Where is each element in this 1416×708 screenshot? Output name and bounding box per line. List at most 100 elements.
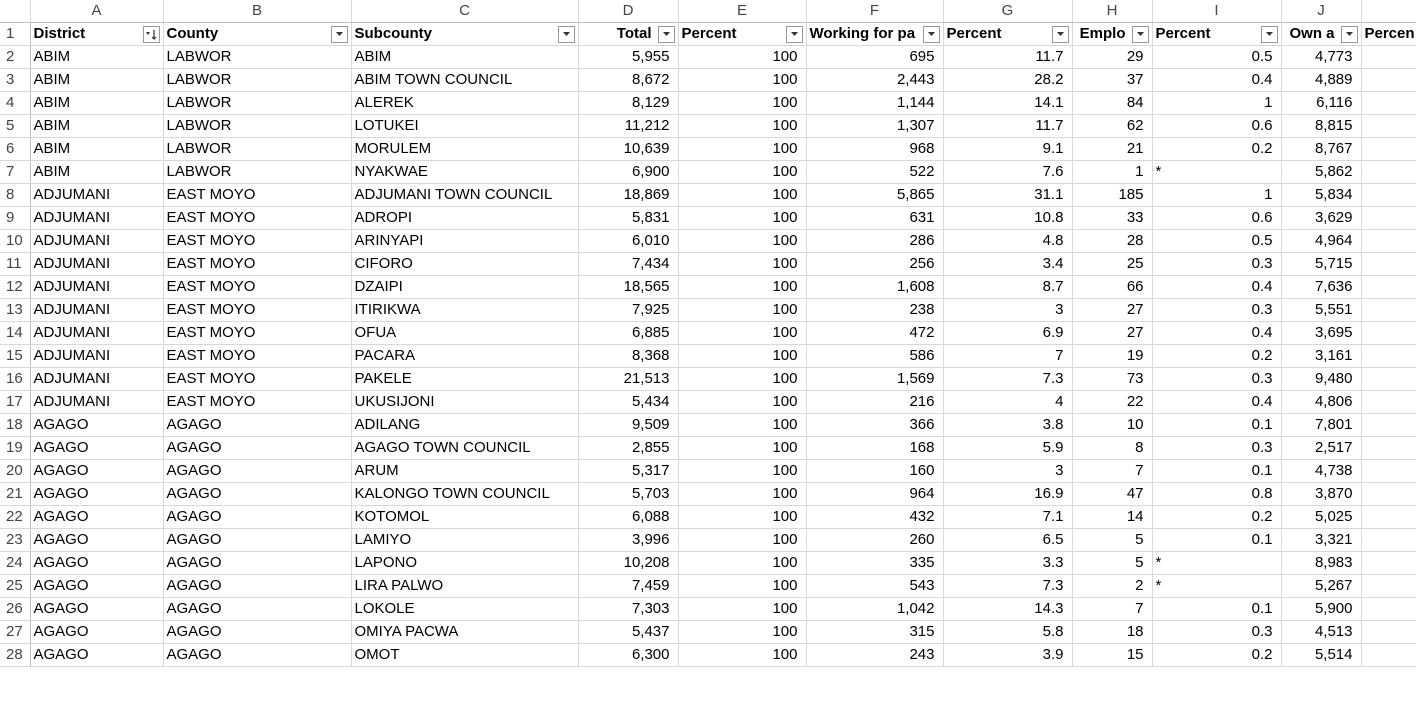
table-cell[interactable]: 7 <box>943 344 1073 368</box>
table-cell[interactable]: 5,514 <box>1281 643 1362 667</box>
table-cell[interactable]: 5,267 <box>1281 574 1362 598</box>
table-cell[interactable]: 5,955 <box>578 45 679 69</box>
table-cell[interactable]: 19 <box>1072 344 1153 368</box>
table-cell[interactable]: ABIM <box>30 68 164 92</box>
column-header-d[interactable]: D <box>578 0 679 23</box>
table-cell[interactable]: ADJUMANI TOWN COUNCIL <box>351 183 579 207</box>
table-cell[interactable]: AGAGO <box>30 551 164 575</box>
table-cell[interactable]: LABWOR <box>163 91 352 115</box>
table-cell[interactable]: ADILANG <box>351 413 579 437</box>
table-cell[interactable]: LABWOR <box>163 68 352 92</box>
table-cell[interactable] <box>1361 505 1416 529</box>
filter-dropdown-icon[interactable] <box>1131 25 1149 43</box>
header-cell[interactable]: County <box>163 22 352 46</box>
table-cell[interactable]: 5,551 <box>1281 298 1362 322</box>
row-number[interactable]: 3 <box>0 68 31 92</box>
table-cell[interactable]: 7.1 <box>943 505 1073 529</box>
table-cell[interactable]: 0.4 <box>1152 68 1282 92</box>
table-cell[interactable] <box>1361 344 1416 368</box>
table-cell[interactable]: 0.1 <box>1152 459 1282 483</box>
table-cell[interactable]: 14.3 <box>943 597 1073 621</box>
table-cell[interactable]: 0.3 <box>1152 620 1282 644</box>
table-cell[interactable]: LAPONO <box>351 551 579 575</box>
table-cell[interactable]: 1,307 <box>806 114 944 138</box>
header-cell[interactable]: Total <box>578 22 679 46</box>
table-cell[interactable] <box>1361 528 1416 552</box>
table-cell[interactable]: 1,042 <box>806 597 944 621</box>
table-cell[interactable]: 21,513 <box>578 367 679 391</box>
table-cell[interactable]: 100 <box>678 551 807 575</box>
table-cell[interactable]: AGAGO <box>30 459 164 483</box>
row-number[interactable]: 5 <box>0 114 31 138</box>
table-cell[interactable]: 1,569 <box>806 367 944 391</box>
table-cell[interactable]: ABIM <box>30 137 164 161</box>
table-cell[interactable]: 6,010 <box>578 229 679 253</box>
table-cell[interactable]: 18,869 <box>578 183 679 207</box>
table-cell[interactable]: 29 <box>1072 45 1153 69</box>
table-cell[interactable]: 8.7 <box>943 275 1073 299</box>
table-cell[interactable]: 7 <box>1072 597 1153 621</box>
header-cell[interactable]: Percent <box>678 22 807 46</box>
header-cell[interactable]: Percen <box>1361 22 1416 46</box>
table-cell[interactable]: PACARA <box>351 344 579 368</box>
table-cell[interactable]: 100 <box>678 298 807 322</box>
table-cell[interactable]: 315 <box>806 620 944 644</box>
table-cell[interactable]: EAST MOYO <box>163 206 352 230</box>
table-cell[interactable]: 3.9 <box>943 643 1073 667</box>
header-cell[interactable]: Own a <box>1281 22 1362 46</box>
table-cell[interactable]: ABIM <box>351 45 579 69</box>
table-cell[interactable] <box>1361 206 1416 230</box>
row-number[interactable]: 22 <box>0 505 31 529</box>
table-cell[interactable]: 5,317 <box>578 459 679 483</box>
table-cell[interactable]: DZAIPI <box>351 275 579 299</box>
table-cell[interactable]: 5,434 <box>578 390 679 414</box>
table-cell[interactable]: 0.6 <box>1152 206 1282 230</box>
table-cell[interactable]: 73 <box>1072 367 1153 391</box>
filter-dropdown-icon[interactable] <box>1260 25 1278 43</box>
table-cell[interactable]: 15 <box>1072 643 1153 667</box>
table-cell[interactable]: 33 <box>1072 206 1153 230</box>
table-cell[interactable]: 100 <box>678 91 807 115</box>
table-cell[interactable]: 84 <box>1072 91 1153 115</box>
header-cell[interactable]: Percent <box>1152 22 1282 46</box>
table-cell[interactable]: ADJUMANI <box>30 321 164 345</box>
table-cell[interactable]: ADJUMANI <box>30 390 164 414</box>
table-cell[interactable]: ABIM <box>30 114 164 138</box>
table-cell[interactable]: 0.1 <box>1152 413 1282 437</box>
table-cell[interactable]: 6,116 <box>1281 91 1362 115</box>
table-cell[interactable]: AGAGO <box>163 574 352 598</box>
table-cell[interactable]: LOTUKEI <box>351 114 579 138</box>
table-cell[interactable]: 7.3 <box>943 367 1073 391</box>
table-cell[interactable]: 62 <box>1072 114 1153 138</box>
table-cell[interactable]: 8,368 <box>578 344 679 368</box>
table-cell[interactable]: OMIYA PACWA <box>351 620 579 644</box>
table-cell[interactable] <box>1361 68 1416 92</box>
table-cell[interactable]: 8,767 <box>1281 137 1362 161</box>
row-number[interactable]: 17 <box>0 390 31 414</box>
select-all-corner[interactable] <box>0 0 31 23</box>
table-cell[interactable]: 631 <box>806 206 944 230</box>
table-cell[interactable]: 31.1 <box>943 183 1073 207</box>
table-cell[interactable] <box>1361 114 1416 138</box>
table-cell[interactable]: 0.4 <box>1152 321 1282 345</box>
table-cell[interactable]: 0.3 <box>1152 298 1282 322</box>
table-cell[interactable] <box>1361 137 1416 161</box>
table-cell[interactable] <box>1361 459 1416 483</box>
table-cell[interactable]: 100 <box>678 528 807 552</box>
table-cell[interactable] <box>1361 298 1416 322</box>
table-cell[interactable] <box>1361 643 1416 667</box>
table-cell[interactable]: 7,636 <box>1281 275 1362 299</box>
table-cell[interactable]: EAST MOYO <box>163 183 352 207</box>
row-number[interactable]: 24 <box>0 551 31 575</box>
filter-dropdown-icon[interactable] <box>330 25 348 43</box>
table-cell[interactable]: EAST MOYO <box>163 390 352 414</box>
filter-dropdown-icon[interactable] <box>557 25 575 43</box>
table-cell[interactable]: 2,855 <box>578 436 679 460</box>
table-cell[interactable]: ABIM <box>30 91 164 115</box>
table-cell[interactable]: 3,321 <box>1281 528 1362 552</box>
table-cell[interactable]: 260 <box>806 528 944 552</box>
header-cell[interactable]: Working for pa <box>806 22 944 46</box>
table-cell[interactable]: ARUM <box>351 459 579 483</box>
filter-dropdown-icon[interactable] <box>785 25 803 43</box>
table-cell[interactable]: 5,862 <box>1281 160 1362 184</box>
